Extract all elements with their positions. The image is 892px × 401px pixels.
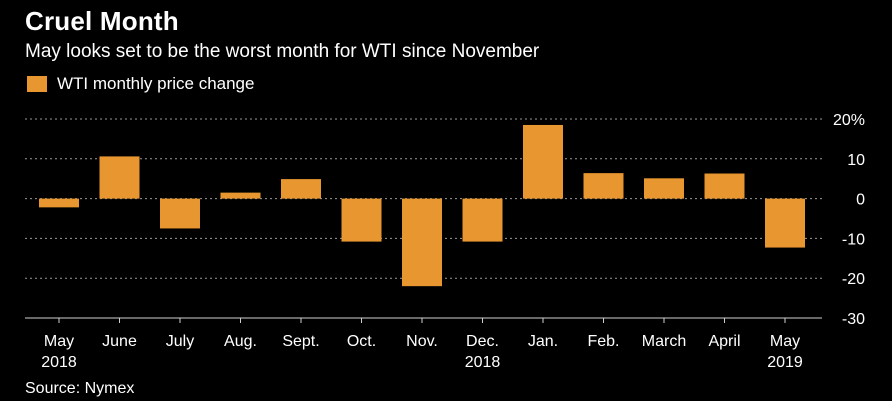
x-tick-label: Sept. bbox=[282, 333, 319, 350]
bar bbox=[583, 173, 624, 199]
bar bbox=[402, 198, 442, 287]
x-tick-label: July bbox=[166, 333, 194, 350]
bar bbox=[523, 124, 563, 199]
x-tick-sublabel: 2018 bbox=[465, 354, 501, 371]
x-tick-sublabel: 2018 bbox=[41, 354, 77, 371]
legend-swatch bbox=[27, 76, 47, 92]
x-tick-label: Feb. bbox=[587, 333, 619, 350]
bar bbox=[281, 179, 321, 199]
bar bbox=[462, 198, 503, 242]
source-note: Source: Nymex bbox=[25, 380, 135, 397]
x-tick-label: April bbox=[708, 333, 740, 350]
x-tick-label: Nov. bbox=[406, 333, 438, 350]
x-tick-label: Jan. bbox=[528, 333, 558, 350]
legend-label: WTI monthly price change bbox=[57, 74, 255, 93]
x-tick-label: Aug. bbox=[224, 333, 257, 350]
chart-subtitle: May looks set to be the worst month for … bbox=[25, 41, 540, 62]
bar bbox=[341, 198, 382, 242]
bar bbox=[765, 198, 805, 248]
y-tick-label: 20% bbox=[833, 112, 865, 129]
x-tick-label: June bbox=[102, 333, 137, 350]
y-tick-label: 10 bbox=[847, 152, 865, 169]
x-tick-label: May bbox=[44, 333, 74, 350]
bar bbox=[704, 173, 745, 199]
chart-title: Cruel Month bbox=[25, 6, 179, 36]
x-tick-label: Oct. bbox=[347, 333, 376, 350]
x-tick-label: Dec. bbox=[466, 333, 499, 350]
bar bbox=[99, 156, 140, 199]
bar bbox=[39, 198, 79, 208]
bar bbox=[160, 198, 200, 229]
y-tick-label: -20 bbox=[842, 271, 865, 288]
x-tick-label: May bbox=[770, 333, 800, 350]
y-tick-label: -30 bbox=[842, 311, 865, 328]
y-tick-label: -10 bbox=[842, 231, 865, 248]
bar bbox=[220, 192, 261, 199]
legend: WTI monthly price change bbox=[27, 74, 254, 94]
x-tick-sublabel: 2019 bbox=[767, 354, 803, 371]
y-tick-label: 0 bbox=[856, 192, 865, 209]
x-tick-label: March bbox=[642, 333, 686, 350]
bar bbox=[644, 178, 684, 199]
